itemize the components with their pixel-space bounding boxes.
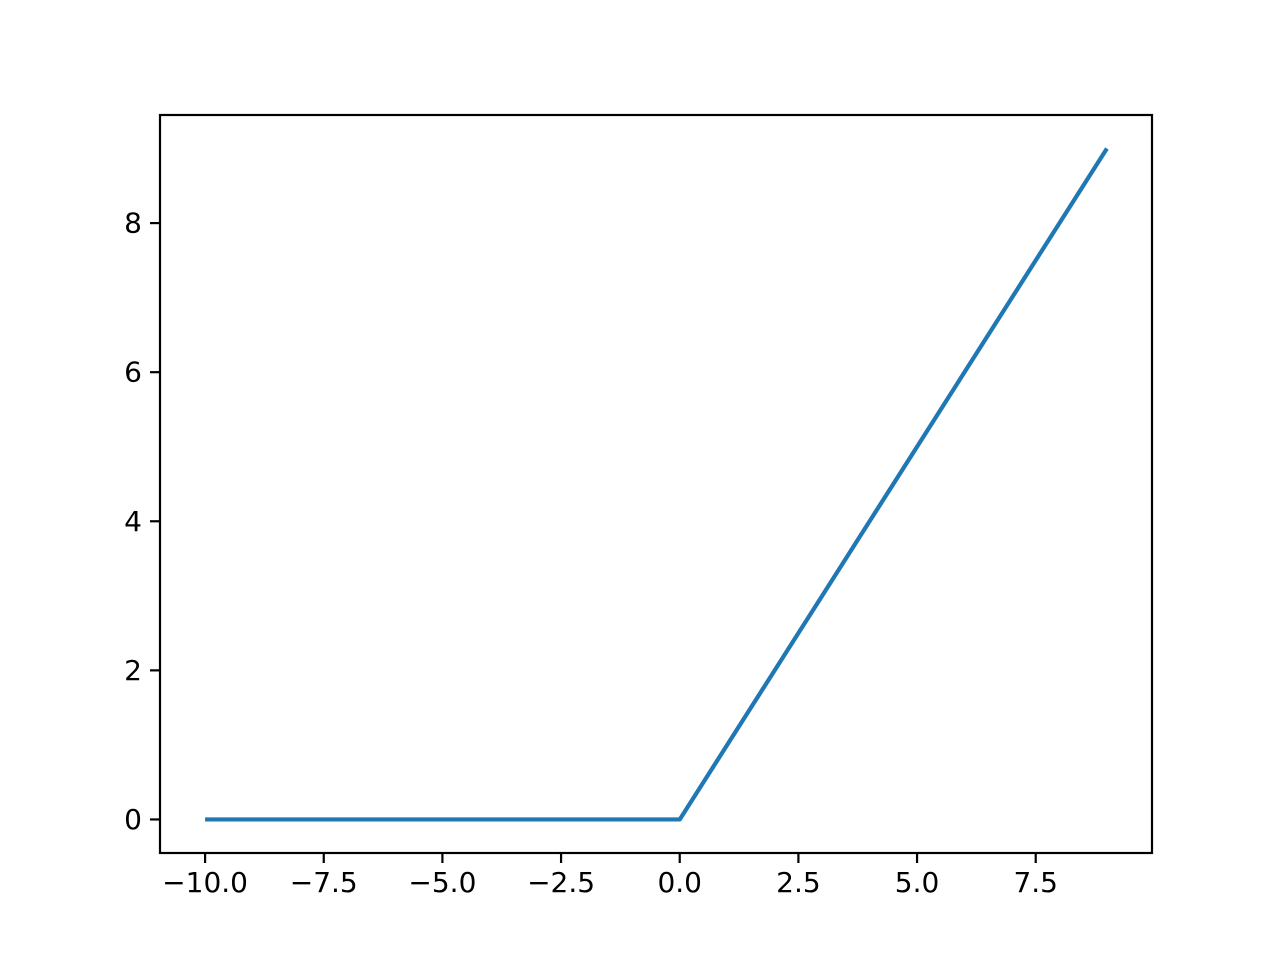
x-tick-label: −10.0 [162,866,248,899]
y-tick-label: 2 [124,654,142,687]
y-tick-label: 8 [124,207,142,240]
x-tick-label: −7.5 [290,866,358,899]
x-tick-label: −5.0 [408,866,476,899]
x-tick-label: 0.0 [657,866,702,899]
y-tick-label: 6 [124,356,142,389]
x-tick-label: 5.0 [895,866,940,899]
y-tick-label: 0 [124,803,142,836]
x-tick-label: 7.5 [1013,866,1058,899]
x-tick-label: 2.5 [776,866,821,899]
relu-line [205,147,1109,822]
y-tick-label: 4 [124,505,142,538]
axes-background [160,115,1152,853]
plot-spines [158,113,1154,855]
x-tick-label: −2.5 [527,866,595,899]
